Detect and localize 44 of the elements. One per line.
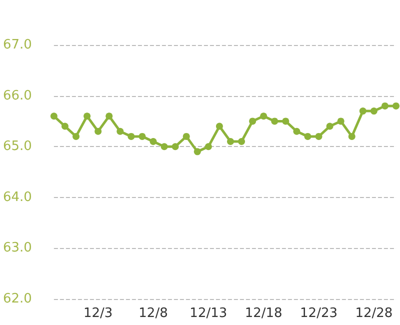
- point: [160, 143, 168, 150]
- point: [304, 132, 312, 140]
- x-tick-label: 12/8: [138, 306, 168, 321]
- point: [182, 132, 190, 140]
- y-tick-label: 62.0: [2, 292, 32, 306]
- point: [194, 148, 201, 156]
- y-tick-label: 65.0: [2, 139, 32, 154]
- point: [128, 132, 135, 140]
- x-tick-label: 12/13: [190, 306, 228, 321]
- point: [337, 118, 344, 125]
- point: [293, 128, 300, 135]
- point: [271, 118, 278, 125]
- point: [249, 118, 256, 125]
- point: [138, 132, 146, 140]
- point: [216, 122, 223, 130]
- point: [94, 128, 102, 135]
- y-tick-label: 67.0: [2, 38, 32, 52]
- point: [381, 102, 388, 110]
- point: [150, 138, 157, 146]
- point: [116, 128, 124, 135]
- point: [315, 132, 322, 140]
- point: [238, 138, 246, 146]
- point: [348, 132, 356, 140]
- point: [370, 108, 378, 115]
- point: [226, 138, 234, 146]
- point: [84, 112, 91, 120]
- x-tick-label: 12/18: [244, 306, 282, 321]
- point: [61, 122, 68, 130]
- y-tick-label: 63.0: [2, 240, 32, 256]
- point: [260, 112, 268, 120]
- y-tick-label: 66.0: [2, 88, 32, 104]
- point: [72, 132, 80, 140]
- point: [282, 118, 290, 125]
- y-tick-label: 64.0: [2, 190, 32, 205]
- point: [359, 108, 366, 115]
- x-tick-label: 12/3: [83, 306, 113, 321]
- point: [50, 112, 58, 120]
- x-tick-label: 12/23: [300, 306, 338, 321]
- point: [106, 112, 113, 120]
- point: [204, 143, 212, 150]
- point: [172, 143, 179, 150]
- point: [392, 102, 400, 110]
- x-tick-label: 12/28: [355, 306, 393, 321]
- point: [326, 122, 334, 130]
